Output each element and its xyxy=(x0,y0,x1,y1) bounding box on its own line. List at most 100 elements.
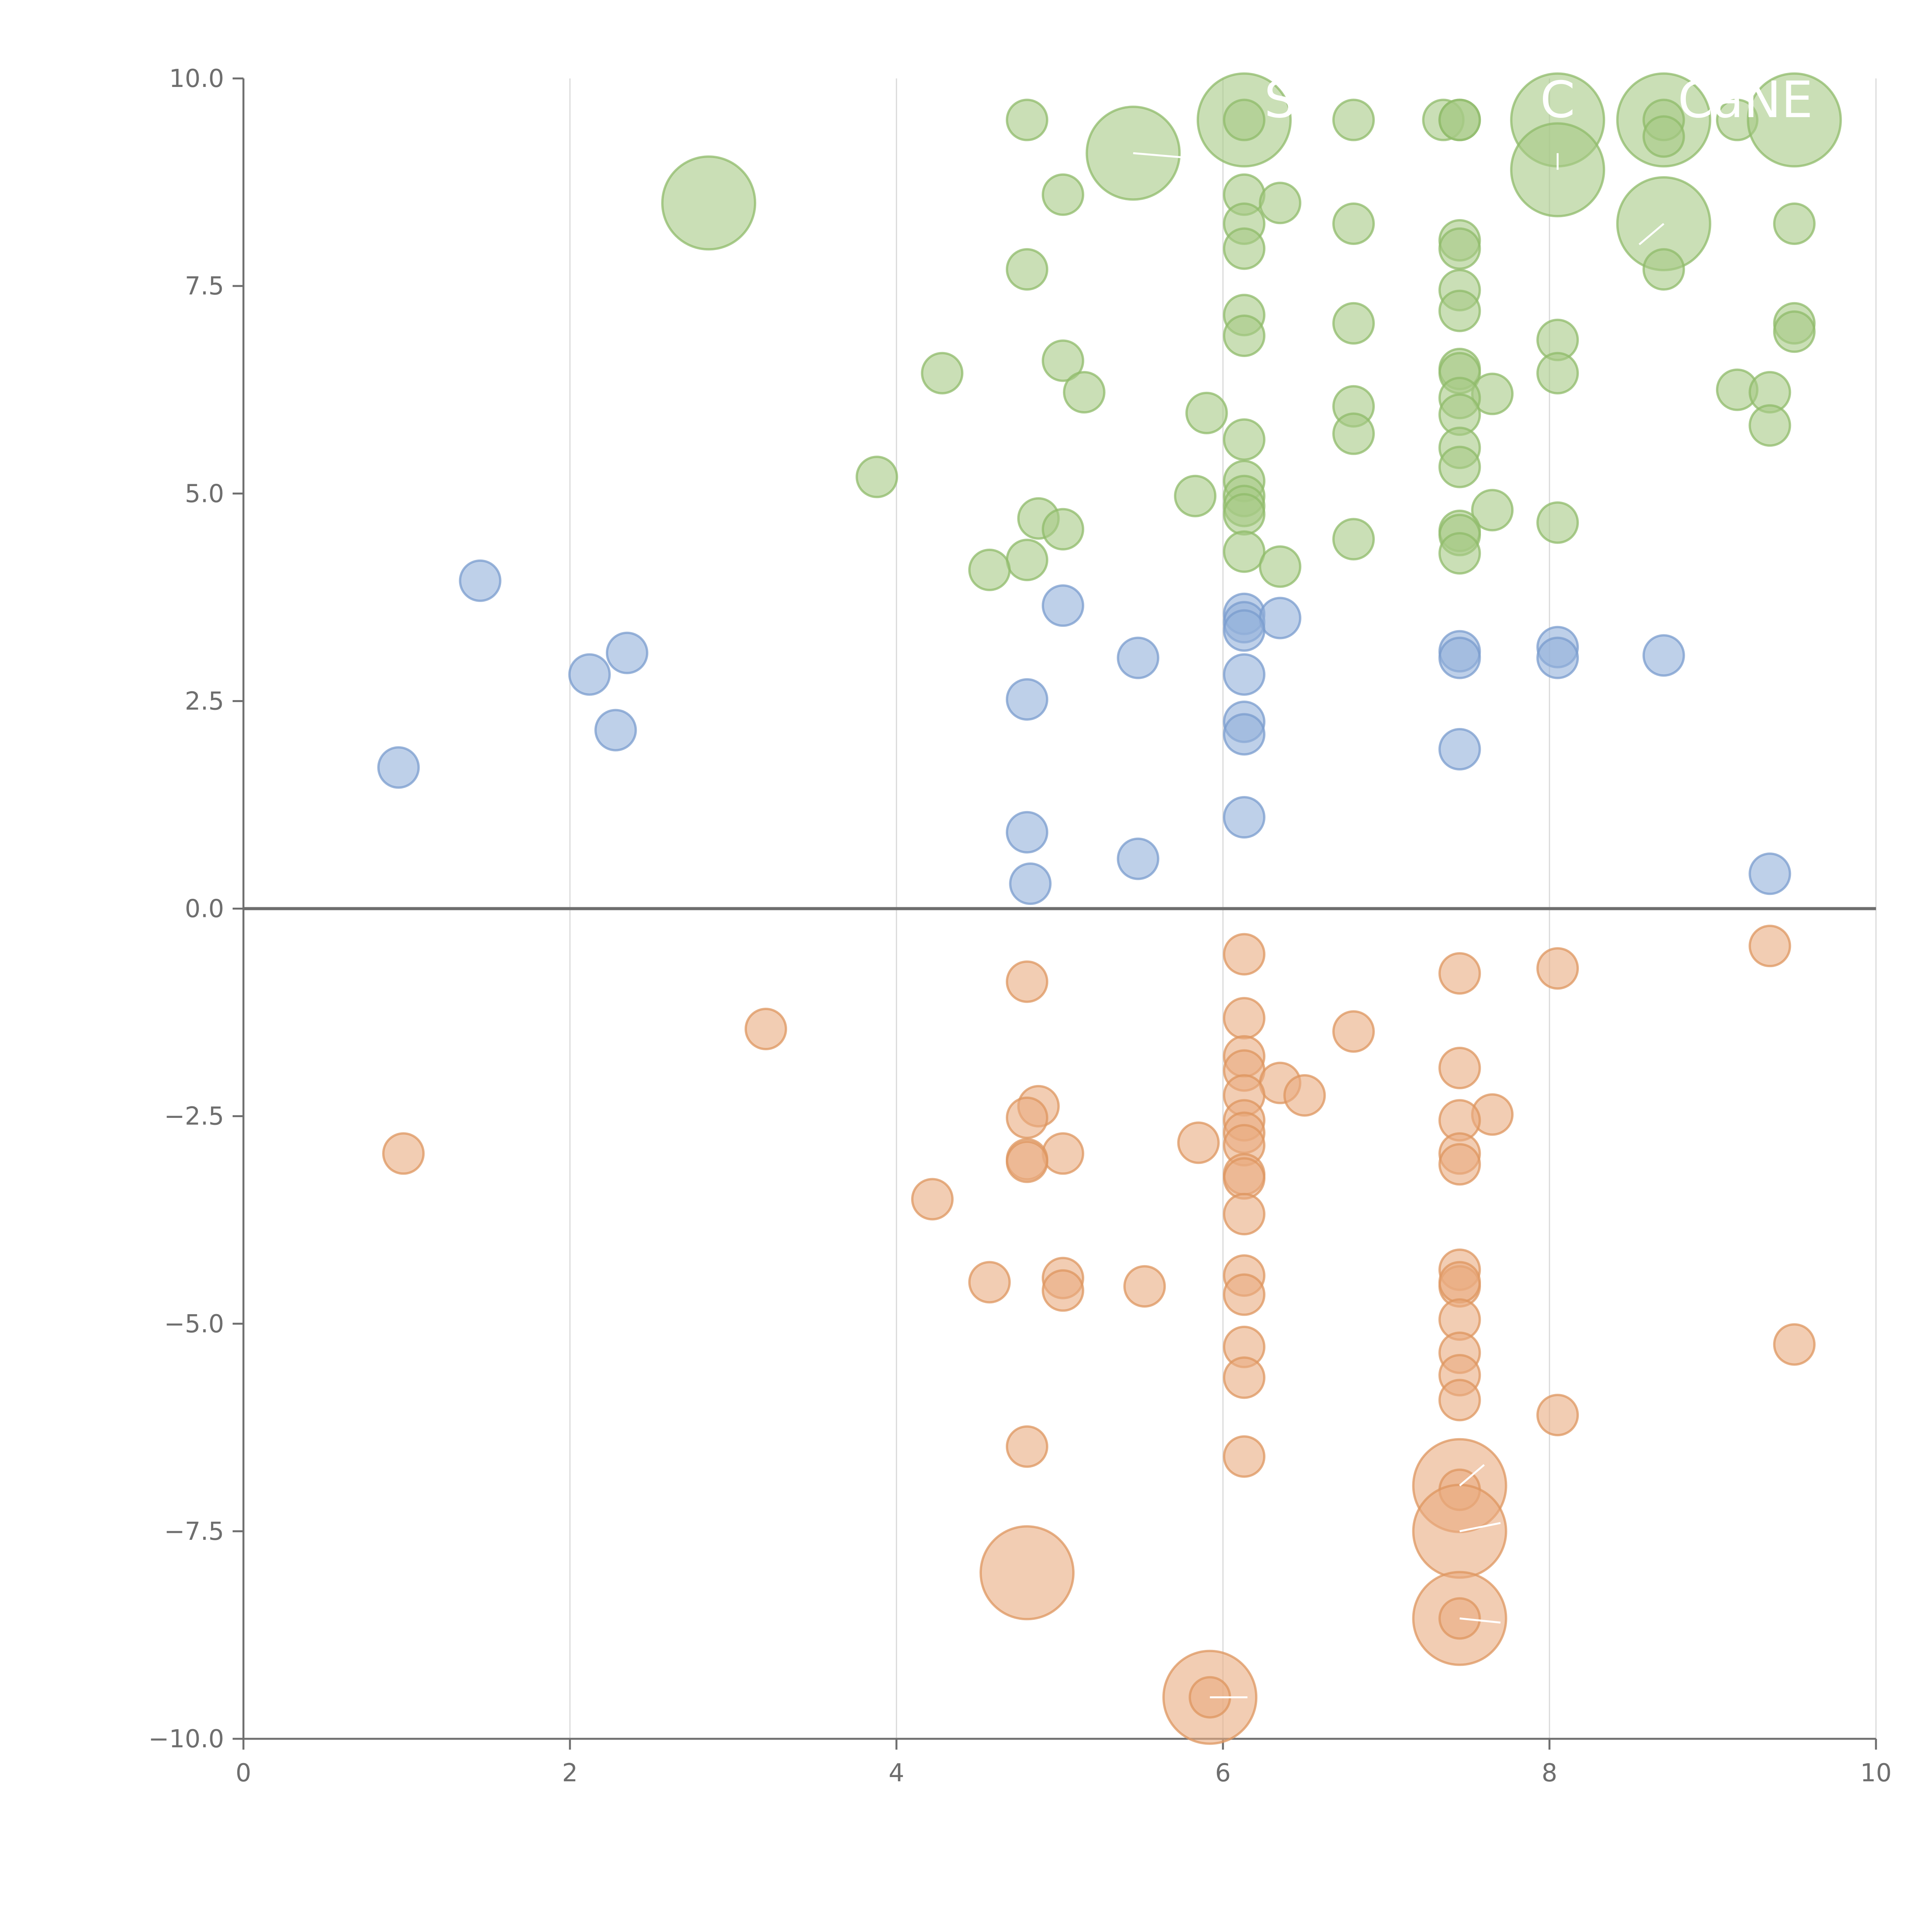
y-tick-label-8: −10.0 xyxy=(148,1725,224,1753)
point-orange-3 xyxy=(1438,952,1481,995)
point-orange-35 xyxy=(968,1261,1011,1304)
y-tick-label-1: 7.5 xyxy=(185,272,224,301)
point-green-11 xyxy=(1642,115,1685,158)
point-blue-15 xyxy=(1006,678,1048,721)
x-tick-label-2: 4 xyxy=(889,1759,905,1787)
point-orange-47 xyxy=(1438,1379,1481,1422)
data-points xyxy=(377,72,1842,1745)
point-orange-49 xyxy=(1006,1425,1048,1468)
annotation-leader-3 xyxy=(1459,1464,1485,1486)
point-blue-25 xyxy=(1748,852,1791,895)
annotation-label-0: S xyxy=(1264,70,1296,129)
point-blue-17 xyxy=(594,709,637,752)
point-orange-12 xyxy=(1283,1074,1326,1117)
point-green-59 xyxy=(1471,489,1514,532)
point-green-53 xyxy=(1438,446,1481,488)
y-tick-label-0: 10.0 xyxy=(169,65,224,93)
point-orange-48 xyxy=(1536,1394,1579,1437)
point-green-4 xyxy=(1332,99,1375,141)
point-green-23 xyxy=(1223,227,1265,270)
point-orange-45 xyxy=(1223,1356,1265,1399)
series-blue xyxy=(377,559,1791,905)
point-green-68 xyxy=(1438,532,1481,575)
point-green-18 xyxy=(1259,182,1301,224)
x-tick-label-1: 2 xyxy=(562,1759,578,1787)
point-orange-40 xyxy=(1223,1273,1265,1316)
y-tick-label-3: 2.5 xyxy=(185,687,224,716)
point-green-29 xyxy=(1438,289,1481,332)
series-green xyxy=(661,72,1842,591)
point-blue-18 xyxy=(1223,713,1265,756)
point-orange-1 xyxy=(1748,925,1791,968)
point-green-54 xyxy=(855,456,898,498)
point-orange-4 xyxy=(1006,960,1048,1003)
point-orange-22 xyxy=(382,1132,425,1175)
point-orange-0 xyxy=(1223,933,1265,976)
point-green-49 xyxy=(1748,404,1791,447)
point-blue-19 xyxy=(1438,728,1481,770)
point-blue-1 xyxy=(1041,584,1084,627)
point-blue-12 xyxy=(1642,634,1685,677)
point-blue-4 xyxy=(1259,597,1301,639)
point-orange-50 xyxy=(1223,1435,1265,1478)
annotations: S C CaNE xyxy=(1133,70,1813,1699)
point-blue-6 xyxy=(605,631,648,674)
y-tick-label-2: 5.0 xyxy=(185,480,224,508)
point-orange-6 xyxy=(745,1008,787,1051)
point-blue-24 xyxy=(1009,862,1052,905)
point-orange-5 xyxy=(1223,997,1265,1040)
point-blue-11 xyxy=(1536,636,1579,679)
series-orange xyxy=(382,925,1816,1745)
point-blue-20 xyxy=(377,746,420,789)
point-blue-7 xyxy=(1117,636,1160,679)
point-orange-30 xyxy=(911,1178,954,1221)
point-green-57 xyxy=(1174,474,1217,517)
point-green-31 xyxy=(1332,302,1375,345)
point-orange-29 xyxy=(1223,1157,1265,1200)
point-orange-23 xyxy=(1041,1132,1084,1175)
axes xyxy=(233,77,1877,1750)
point-blue-5 xyxy=(1223,609,1265,652)
x-tick-label-0: 0 xyxy=(236,1759,252,1787)
point-green-67 xyxy=(1223,530,1265,573)
point-green-27 xyxy=(1642,248,1685,291)
point-orange-26 xyxy=(1006,1140,1048,1183)
point-orange-54 xyxy=(980,1525,1075,1621)
point-green-13 xyxy=(1747,72,1842,168)
annotation-label-2: CaNE xyxy=(1678,70,1813,129)
point-green-71 xyxy=(968,548,1011,591)
point-blue-9 xyxy=(1438,636,1481,679)
point-blue-13 xyxy=(568,653,611,696)
point-green-25 xyxy=(1773,202,1816,245)
point-green-41 xyxy=(1536,352,1579,395)
point-orange-7 xyxy=(1332,1010,1375,1053)
y-tick-label-5: −2.5 xyxy=(164,1102,224,1131)
point-blue-21 xyxy=(1223,796,1265,839)
point-green-69 xyxy=(1006,539,1048,582)
x-tick-label-3: 6 xyxy=(1215,1759,1231,1787)
point-orange-20 xyxy=(1177,1121,1220,1164)
point-blue-0 xyxy=(459,559,502,602)
x-tick-label-5: 10 xyxy=(1860,1759,1891,1787)
point-green-38 xyxy=(1063,371,1105,414)
point-blue-23 xyxy=(1117,837,1160,880)
point-green-60 xyxy=(1223,493,1265,536)
y-tick-label-6: −5.0 xyxy=(164,1310,224,1338)
point-orange-9 xyxy=(1438,1047,1481,1090)
point-orange-37 xyxy=(1438,1261,1481,1304)
point-green-51 xyxy=(1223,418,1265,461)
point-green-22 xyxy=(1438,227,1481,270)
annotation-label-1: C xyxy=(1540,70,1575,129)
point-green-36 xyxy=(921,352,964,395)
point-green-34 xyxy=(1223,315,1265,357)
y-tick-label-7: −7.5 xyxy=(164,1517,224,1546)
y-tick-label-4: 0.0 xyxy=(185,895,224,923)
point-green-16 xyxy=(1041,173,1084,216)
point-orange-2 xyxy=(1536,947,1579,990)
point-green-62 xyxy=(1536,501,1579,544)
point-blue-14 xyxy=(1223,653,1265,696)
point-green-70 xyxy=(1259,545,1301,588)
annotation-leader-0 xyxy=(1133,152,1182,158)
point-green-7 xyxy=(1438,99,1481,141)
